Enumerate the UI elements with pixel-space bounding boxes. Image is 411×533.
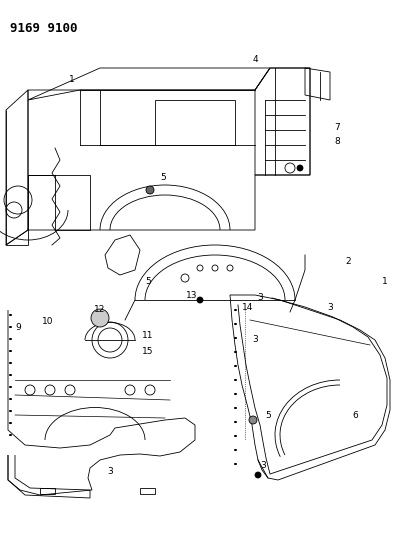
Text: 5: 5	[265, 410, 271, 419]
Text: 3: 3	[107, 467, 113, 477]
Text: 12: 12	[94, 305, 106, 314]
Text: 4: 4	[252, 55, 258, 64]
Text: 3: 3	[327, 303, 333, 312]
Circle shape	[212, 265, 218, 271]
Text: 9: 9	[15, 322, 21, 332]
Circle shape	[197, 297, 203, 303]
Text: 7: 7	[334, 123, 340, 132]
Circle shape	[227, 265, 233, 271]
Text: 14: 14	[242, 303, 254, 312]
Text: 13: 13	[186, 290, 198, 300]
Text: 15: 15	[142, 348, 154, 357]
Text: 11: 11	[142, 330, 154, 340]
Circle shape	[181, 274, 189, 282]
Text: 3: 3	[257, 294, 263, 303]
Circle shape	[91, 309, 109, 327]
Text: 6: 6	[352, 410, 358, 419]
Text: 3: 3	[260, 461, 266, 470]
Text: 5: 5	[145, 278, 151, 287]
Circle shape	[249, 416, 257, 424]
Text: 9169 9100: 9169 9100	[10, 22, 78, 35]
Circle shape	[146, 186, 154, 194]
Text: 5: 5	[160, 173, 166, 182]
Circle shape	[197, 265, 203, 271]
Text: 1: 1	[382, 278, 388, 287]
Text: 10: 10	[42, 318, 54, 327]
Circle shape	[255, 472, 261, 478]
Text: 2: 2	[345, 257, 351, 266]
Circle shape	[297, 165, 303, 171]
Text: 1: 1	[69, 76, 75, 85]
Text: 3: 3	[252, 335, 258, 344]
Text: 8: 8	[334, 138, 340, 147]
